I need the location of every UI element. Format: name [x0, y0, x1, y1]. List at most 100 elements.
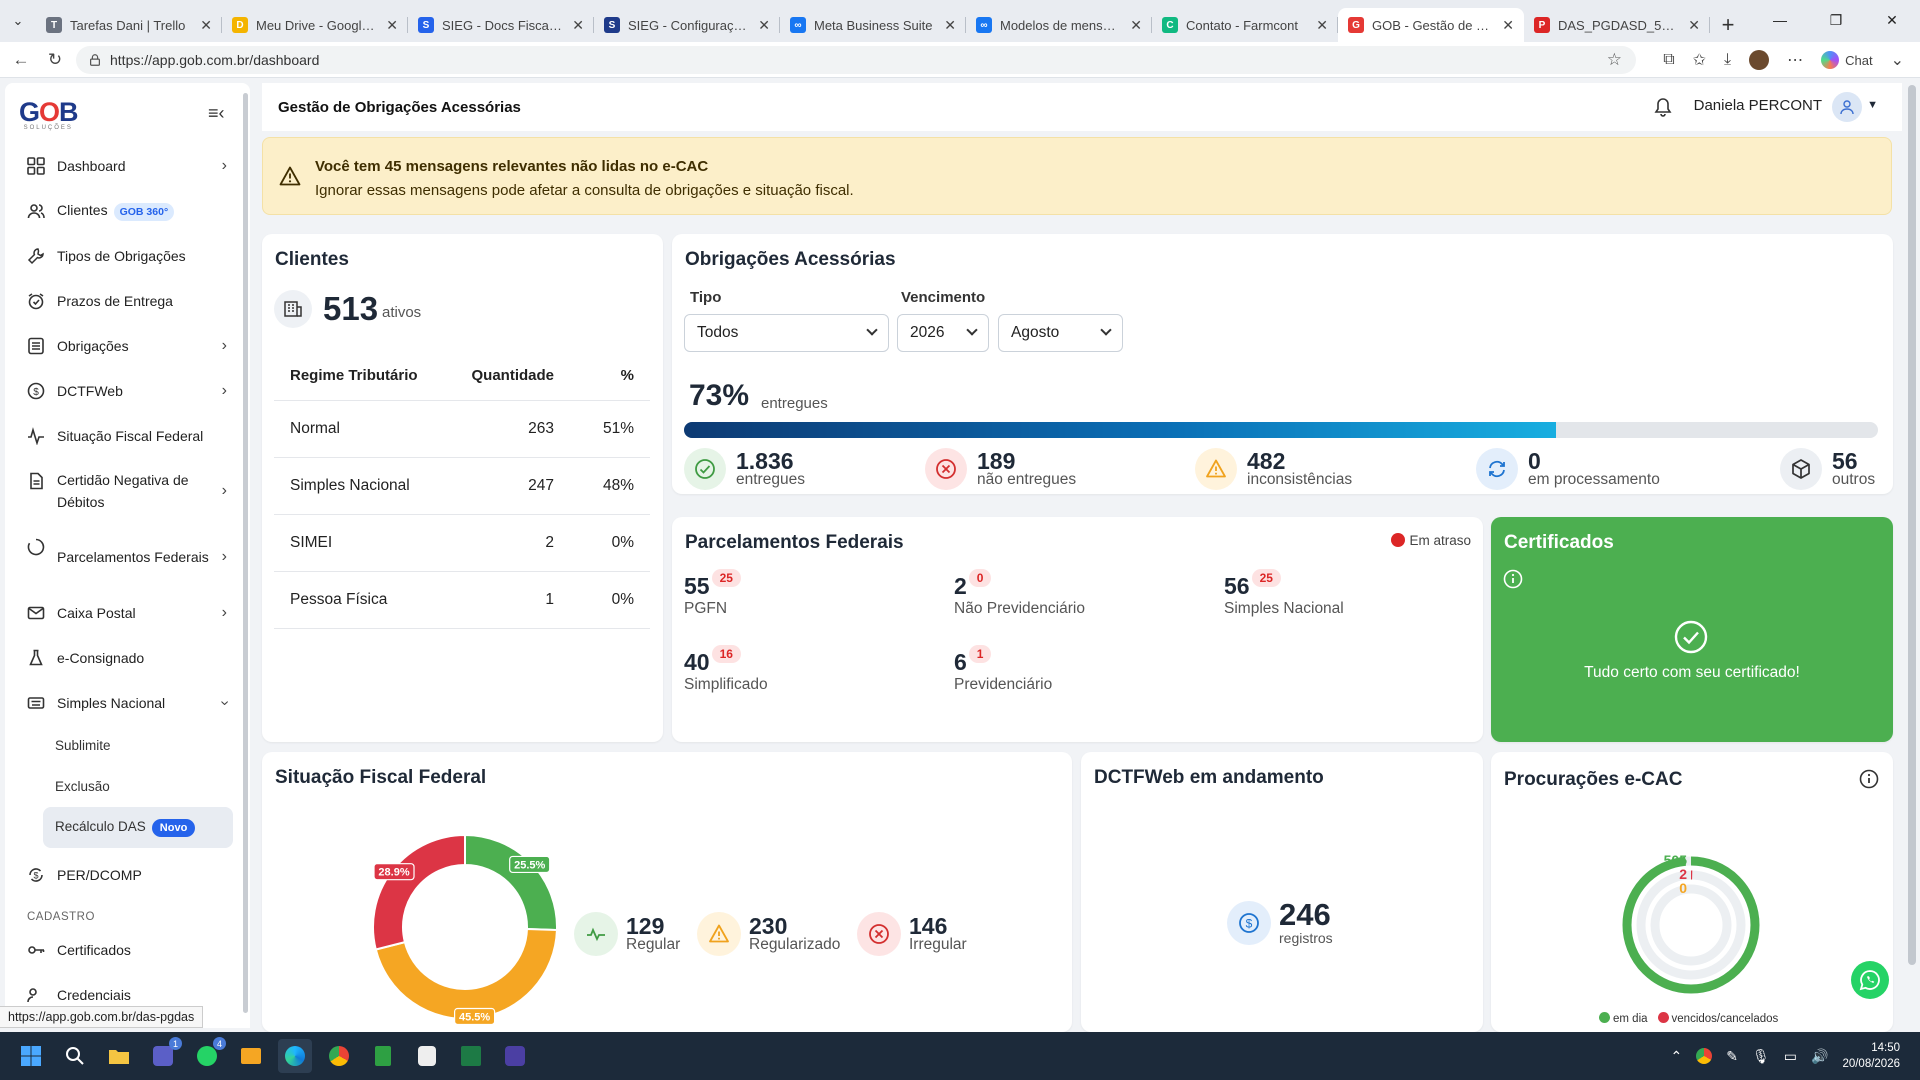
start-menu-icon[interactable]: [14, 1039, 48, 1073]
browser-tab[interactable]: S SIEG - Docs Fiscais - Dete ✕: [408, 8, 594, 42]
sidebar-item-exclusao[interactable]: Exclusão: [5, 766, 245, 807]
close-tab-icon[interactable]: ✕: [386, 16, 398, 33]
donut-slice[interactable]: [464, 833, 558, 932]
donut-slice[interactable]: [372, 833, 466, 951]
sidebar-item-prazos[interactable]: Prazos de Entrega: [5, 278, 245, 323]
sidebar-item-dashboard[interactable]: Dashboard ›: [5, 143, 245, 188]
minimize-button[interactable]: —: [1773, 12, 1787, 28]
col-quantidade[interactable]: Quantidade: [420, 352, 570, 401]
file-explorer-icon[interactable]: [102, 1039, 136, 1073]
volume-icon[interactable]: 🔊: [1811, 1047, 1829, 1064]
sidebar-item-parcelamentos[interactable]: Parcelamentos Federais ›: [5, 524, 245, 590]
stat-em-processamento[interactable]: 0 em processamento: [1476, 448, 1660, 490]
info-icon[interactable]: [1859, 769, 1879, 794]
site-info-icon[interactable]: [88, 53, 102, 67]
collapse-sidebar-icon[interactable]: ≡‹: [208, 103, 225, 123]
close-tab-icon[interactable]: ✕: [572, 16, 584, 33]
close-tab-icon[interactable]: ✕: [944, 16, 956, 33]
pen-icon[interactable]: ✎: [1726, 1047, 1738, 1064]
main-scrollbar[interactable]: [1908, 85, 1916, 965]
donut-slice[interactable]: [374, 928, 558, 1020]
mes-select[interactable]: Agosto: [998, 314, 1123, 352]
whatsapp-chat-button[interactable]: [1851, 961, 1889, 999]
close-tab-icon[interactable]: ✕: [1316, 16, 1328, 33]
user-avatar[interactable]: [1832, 92, 1862, 122]
sidebar-item-caixa-postal[interactable]: Caixa Postal ›: [5, 590, 245, 635]
stat-outros[interactable]: 56 outros: [1780, 448, 1875, 490]
close-tab-icon[interactable]: ✕: [1130, 16, 1142, 33]
microphone-icon[interactable]: 🎙: [1751, 1047, 1770, 1064]
close-tab-icon[interactable]: ✕: [200, 16, 212, 33]
edge-browser-icon[interactable]: [278, 1039, 312, 1073]
sidebar-item-perdcomp[interactable]: $ PER/DCOMP: [5, 852, 245, 897]
radial-bar[interactable]: [1636, 870, 1746, 980]
tray-expand-icon[interactable]: ⌃: [1670, 1047, 1683, 1064]
sidebar-item-obrigacoes[interactable]: Obrigações ›: [5, 323, 245, 368]
vpn-icon[interactable]: [410, 1039, 444, 1073]
parc-pgfn[interactable]: 55 25 PGFN: [684, 569, 741, 618]
stat-irregular[interactable]: 146 Irregular: [857, 912, 967, 956]
col-regime[interactable]: Regime Tributário: [274, 352, 420, 401]
radial-bar[interactable]: [1622, 856, 1760, 994]
excel-icon[interactable]: [454, 1039, 488, 1073]
browser-tab[interactable]: S SIEG - Configurações ✕: [594, 8, 780, 42]
mail-app-icon[interactable]: [234, 1039, 268, 1073]
stat-nao-entregues[interactable]: 189 não entregues: [925, 448, 1076, 490]
parc-simples-nacional[interactable]: 56 25 Simples Nacional: [1224, 569, 1344, 618]
downloads-icon[interactable]: ⤓: [1724, 51, 1732, 68]
notification-bell-icon[interactable]: [1654, 97, 1672, 122]
profile-avatar[interactable]: [1749, 50, 1770, 70]
stat-entregues[interactable]: 1.836 entregues: [684, 448, 805, 490]
col-percent[interactable]: %: [570, 352, 650, 401]
table-row[interactable]: Normal 263 51%: [274, 400, 650, 458]
tray-chrome-icon[interactable]: [1696, 1048, 1713, 1064]
teams-icon[interactable]: 1: [146, 1037, 182, 1073]
dctfweb-stat[interactable]: $ 246 registros: [1227, 899, 1333, 946]
parc-previdenciario[interactable]: 6 1 Previdenciário: [954, 645, 1052, 694]
stat-regular[interactable]: 129 Regular: [574, 912, 680, 956]
bookmark-star-icon[interactable]: ☆: [1606, 50, 1622, 69]
info-icon[interactable]: [1503, 569, 1523, 594]
sidebar-item-certidao[interactable]: Certidão Negativa de Débitos ›: [5, 458, 245, 524]
search-icon[interactable]: [58, 1039, 92, 1073]
browser-tab[interactable]: T Tarefas Dani | Trello ✕: [36, 8, 222, 42]
user-name[interactable]: Daniela PERCONT: [1693, 97, 1822, 114]
app-icon[interactable]: [498, 1039, 532, 1073]
browser-tab[interactable]: P DAS_PGDASD_53964510 ✕: [1524, 8, 1710, 42]
user-menu-caret-icon[interactable]: ▼: [1867, 99, 1878, 111]
tipo-select[interactable]: Todos: [684, 314, 889, 352]
sidebar-item-credenciais[interactable]: Credenciais: [5, 972, 245, 1017]
url-input[interactable]: https://app.gob.com.br/dashboard ☆: [76, 46, 1636, 74]
chrome-icon[interactable]: [322, 1039, 356, 1073]
new-tab-button[interactable]: +: [1721, 12, 1735, 37]
whatsapp-taskbar-icon[interactable]: 4: [190, 1037, 226, 1073]
browser-tab[interactable]: D Meu Drive - Google Drive ✕: [222, 8, 408, 42]
extensions-icon[interactable]: ⧉: [1663, 51, 1675, 68]
sidebar-item-simples-nacional[interactable]: Simples Nacional ›: [5, 680, 245, 725]
network-icon[interactable]: ▭: [1783, 1047, 1797, 1064]
restore-button[interactable]: ❐: [1829, 11, 1843, 28]
parc-simplificado[interactable]: 40 16 Simplificado: [684, 645, 768, 694]
table-row[interactable]: SIMEI 2 0%: [274, 514, 650, 572]
clock[interactable]: 14:50 20/08/2026: [1842, 1040, 1900, 1072]
close-tab-icon[interactable]: ✕: [1688, 16, 1700, 33]
favorites-icon[interactable]: ✩: [1692, 52, 1707, 69]
sidebar-item-certificados[interactable]: Certificados: [5, 927, 245, 972]
close-tab-icon[interactable]: ✕: [758, 16, 770, 33]
table-row[interactable]: Simples Nacional 247 48%: [274, 457, 650, 515]
gob-logo[interactable]: GOB SOLUÇÕES: [19, 97, 79, 131]
certificados-card[interactable]: Certificados Tudo certo com seu certific…: [1491, 517, 1893, 742]
browser-tab[interactable]: C Contato - Farmcont ✕: [1152, 8, 1338, 42]
stat-regularizado[interactable]: 230 Regularizado: [697, 912, 840, 956]
reload-button[interactable]: ↻: [47, 49, 63, 69]
browser-tab[interactable]: G GOB - Gestão de Obrigaçõ ✕: [1338, 8, 1524, 42]
table-row[interactable]: Pessoa Física 1 0%: [274, 571, 650, 629]
close-tab-icon[interactable]: ✕: [1502, 16, 1514, 33]
sidebar-item-tipos-obrigacoes[interactable]: Tipos de Obrigações: [5, 233, 245, 278]
sidebar-item-e-consignado[interactable]: e-Consignado: [5, 635, 245, 680]
back-button[interactable]: ←: [12, 49, 30, 69]
sidebar-item-clientes[interactable]: Clientes GOB 360°: [5, 188, 245, 233]
stat-inconsistencias[interactable]: 482 inconsistências: [1195, 448, 1352, 490]
browser-tab[interactable]: ∞ Meta Business Suite ✕: [780, 8, 966, 42]
ano-select[interactable]: 2026: [897, 314, 989, 352]
